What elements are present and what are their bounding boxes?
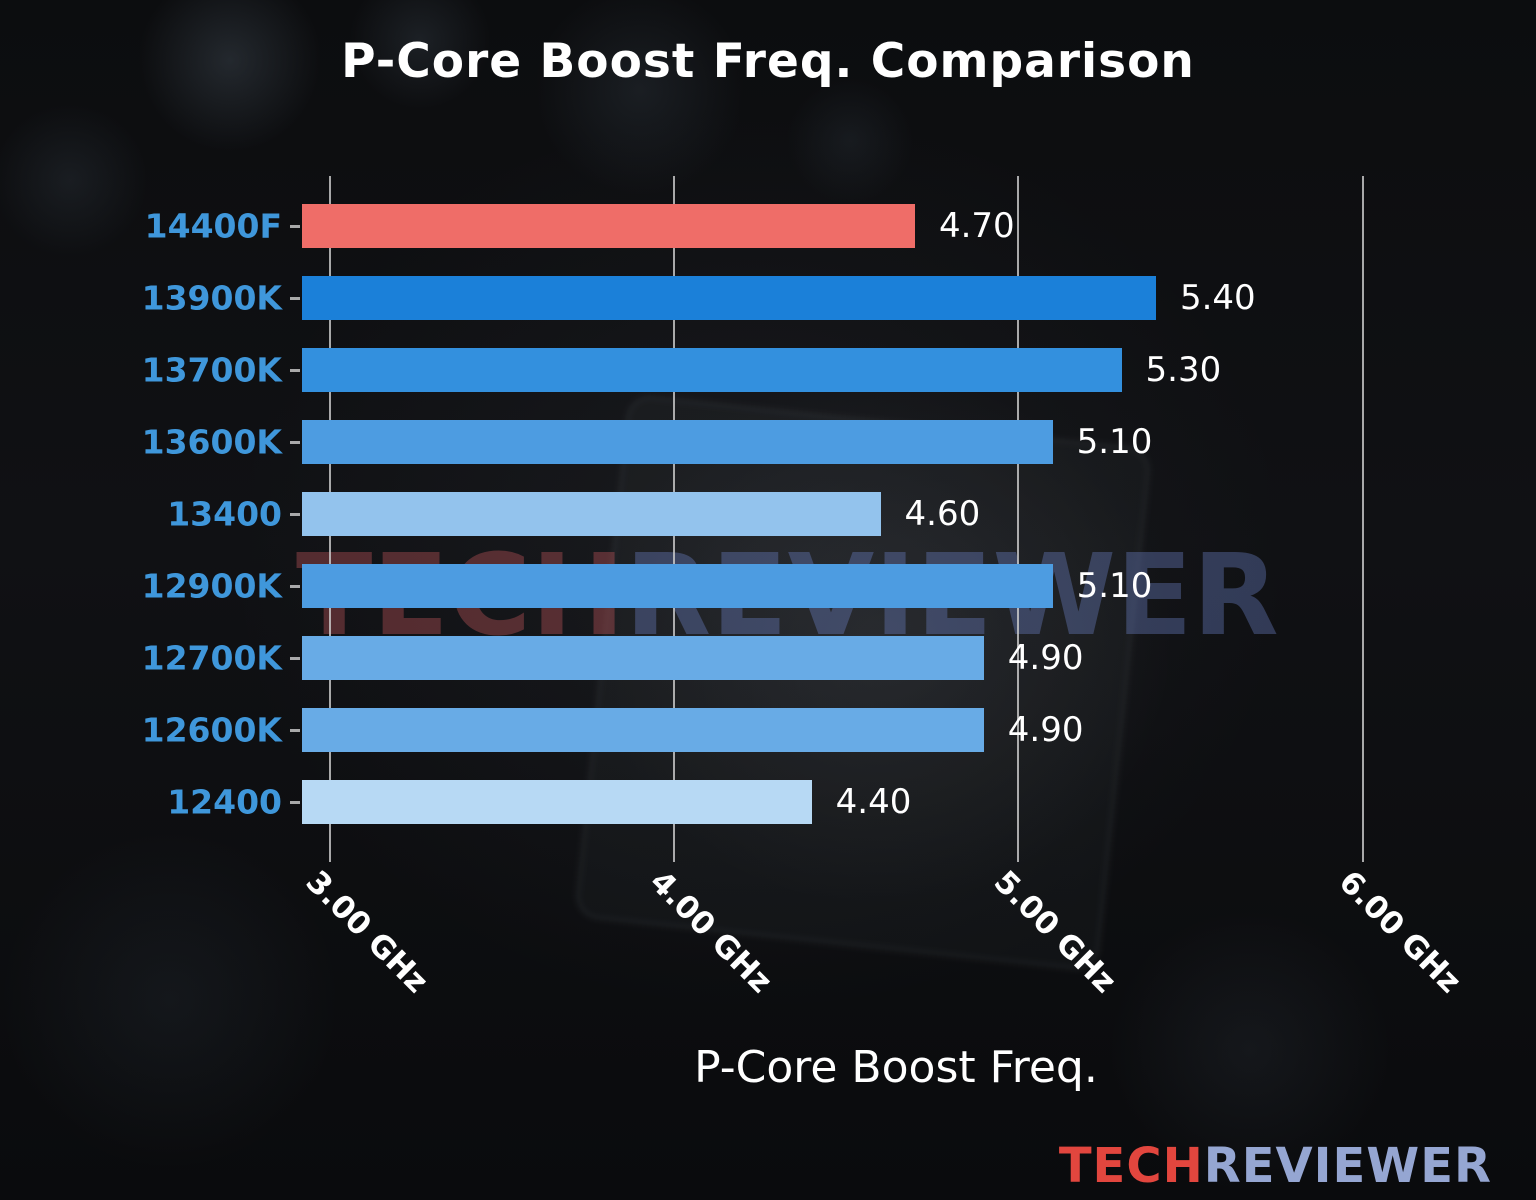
value-label: 5.10 (1076, 422, 1153, 462)
y-category-label: 12400 (167, 782, 282, 822)
y-category-label: 13700K (141, 350, 282, 390)
y-category-label: 12900K (141, 566, 282, 606)
brand-logo-tech-text: TECH (1058, 1138, 1204, 1194)
x-tick-label: 4.00 GHz (642, 863, 779, 1001)
y-category-label: 13600K (141, 422, 282, 462)
bar (302, 780, 812, 824)
bar (302, 492, 881, 536)
x-tick-label: 6.00 GHz (1331, 863, 1468, 1001)
y-category-label: 13900K (141, 278, 282, 318)
bar (302, 636, 984, 680)
value-label: 5.10 (1076, 566, 1153, 606)
bars: 4.70 5.40 5.30 5.10 4.60 5.10 4.90 4.90 4.40 (302, 176, 1490, 852)
y-tick-mark (290, 512, 300, 516)
x-tick-labels: 3.00 GHz 4.00 GHz 5.00 GHz 6.00 GHz (298, 852, 1490, 1032)
value-label: 4.90 (1007, 638, 1084, 678)
x-axis-label: P-Core Boost Freq. (694, 1042, 1098, 1093)
y-tick-mark (290, 584, 300, 588)
y-tick-mark (290, 224, 300, 228)
plot-area: 4.70 5.40 5.30 5.10 4.60 5.10 4.90 4.90 4.40 (302, 176, 1490, 852)
value-label: 4.70 (938, 206, 1015, 246)
y-category-label: 12600K (141, 710, 282, 750)
x-tick-mark (672, 852, 675, 862)
y-tick-mark (290, 728, 300, 732)
value-label: 4.90 (1007, 710, 1084, 750)
brand-logo-reviewer-text: REVIEWER (1203, 1138, 1492, 1194)
x-tick-label: 3.00 GHz (298, 863, 435, 1001)
chart-title: P-Core Boost Freq. Comparison (341, 34, 1195, 89)
y-tick-mark (290, 440, 300, 444)
bar (302, 708, 984, 752)
y-category-label: 13400 (167, 494, 282, 534)
value-label: 5.30 (1145, 350, 1222, 390)
y-tick-mark (290, 656, 300, 660)
y-axis-ticks (290, 0, 302, 1200)
x-axis-ticks (302, 852, 1490, 864)
x-tick-mark (1361, 852, 1364, 862)
value-label: 5.40 (1179, 278, 1256, 318)
bar (302, 564, 1053, 608)
gridline (1017, 176, 1020, 852)
value-label: 4.40 (835, 782, 912, 822)
y-tick-mark (290, 296, 300, 300)
bar (302, 276, 1156, 320)
x-tick-mark (1017, 852, 1020, 862)
bar (302, 348, 1122, 392)
y-tick-mark (290, 800, 300, 804)
y-tick-mark (290, 368, 300, 372)
x-tick-mark (328, 852, 331, 862)
gridline (1361, 176, 1364, 852)
y-category-label: 14400F (144, 206, 282, 246)
value-label: 4.60 (904, 494, 981, 534)
y-category-label: 12700K (141, 638, 282, 678)
bar (302, 204, 915, 248)
x-tick-label: 5.00 GHz (986, 863, 1124, 1001)
brand-logo: TECHREVIEWER (1059, 1138, 1492, 1194)
bar (302, 420, 1053, 464)
y-axis-labels: 14400F 13900K 13700K 13600K 13400 12900K 12700… (0, 0, 286, 1200)
